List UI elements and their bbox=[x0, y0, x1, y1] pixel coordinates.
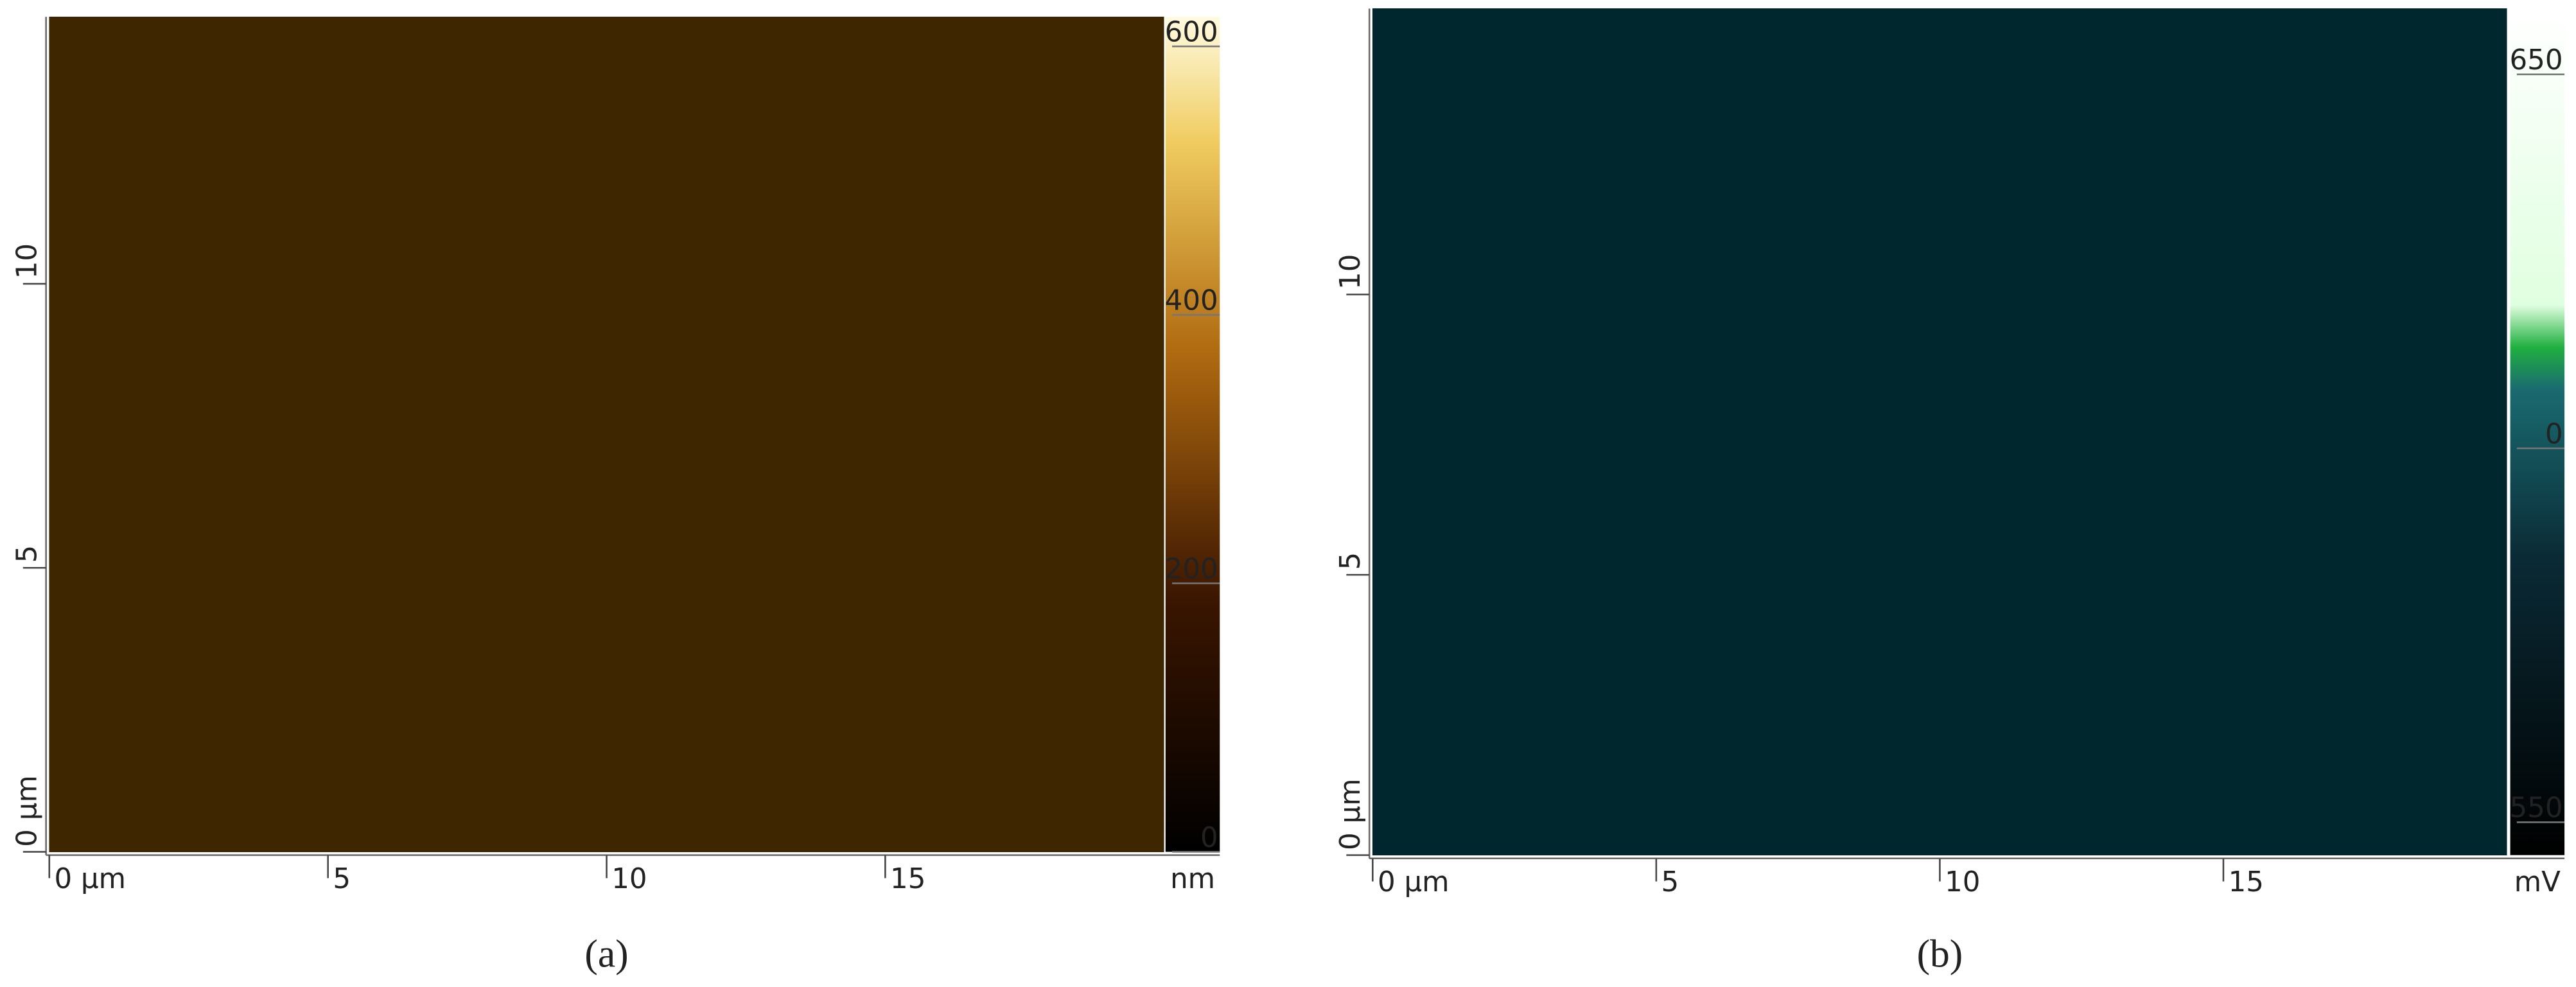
colorbar-tick-label: 550 bbox=[2509, 792, 2563, 825]
y-tick-label: 10 bbox=[1335, 254, 1367, 290]
colorbar-tick-label: 0 bbox=[1200, 822, 1218, 854]
colorbar-tick-label: 600 bbox=[1165, 17, 1218, 49]
colorbar bbox=[1165, 17, 1220, 852]
image-texture bbox=[1372, 8, 2507, 855]
x-tick-label: 10 bbox=[611, 863, 647, 895]
colorbar-unit: nm bbox=[1170, 863, 1215, 895]
colorbar bbox=[2510, 8, 2565, 855]
colorbar-tick-label: 200 bbox=[1165, 554, 1218, 586]
x-tick-label: 5 bbox=[1661, 866, 1679, 898]
x-tick-label: 5 bbox=[333, 863, 351, 895]
image-texture bbox=[49, 17, 1164, 852]
colorbar-unit: mV bbox=[2514, 866, 2561, 898]
colorbar-tick-label: 0 bbox=[2545, 418, 2563, 450]
x-tick-label: 10 bbox=[1945, 866, 1980, 898]
panel-label: (a) bbox=[584, 932, 628, 976]
y-tick-label: 5 bbox=[1335, 552, 1367, 570]
panel-label: (b) bbox=[1917, 932, 1963, 976]
colorbar-tick-label: 400 bbox=[1165, 285, 1218, 317]
panels: 0 µm 5 10 15 0 µm 5 10 0 200 400 600 nm (a) 0 µm 5 10 15… bbox=[11, 8, 2565, 976]
y-tick-label: 0 µm bbox=[1335, 778, 1367, 850]
y-tick-label: 0 µm bbox=[11, 775, 43, 847]
colorbar-tick-label: 650 bbox=[2509, 44, 2563, 76]
x-tick-label: 15 bbox=[890, 863, 925, 895]
x-tick-label: 0 µm bbox=[54, 863, 126, 895]
y-tick-label: 5 bbox=[11, 545, 43, 563]
y-tick-label: 10 bbox=[11, 243, 43, 279]
x-tick-label: 0 µm bbox=[1378, 866, 1450, 898]
x-tick-label: 15 bbox=[2229, 866, 2264, 898]
